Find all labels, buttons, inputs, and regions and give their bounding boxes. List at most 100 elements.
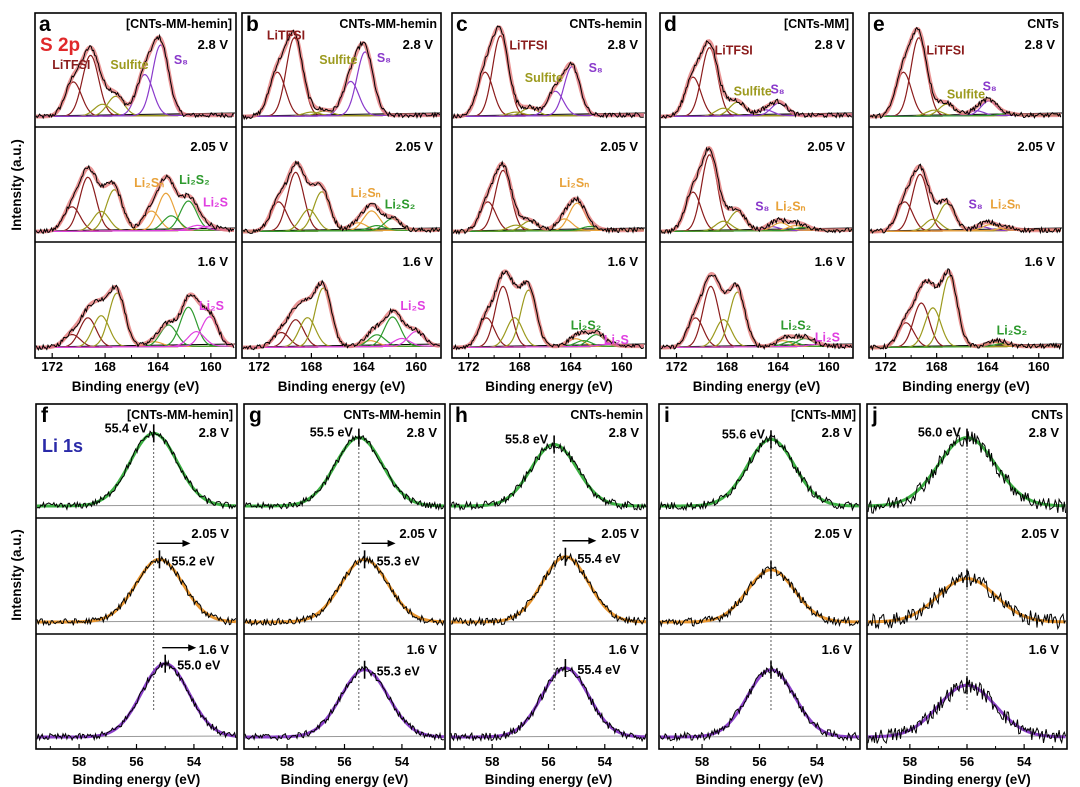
y-axis-label: Intensity (a.u.) <box>9 529 24 621</box>
fit-curve <box>868 436 1066 508</box>
voltage-label: 2.8 V <box>609 425 640 440</box>
x-tick-label: 164 <box>767 359 789 374</box>
voltage-label: 2.8 V <box>403 37 434 52</box>
x-tick-label: 56 <box>129 754 143 769</box>
fit-envelope <box>453 161 644 234</box>
peak-label-sulfite: Sulfite <box>110 58 148 72</box>
raw-spectrum <box>35 164 235 235</box>
sample-name: [CNTs-MM] <box>784 17 849 31</box>
x-tick-label: 172 <box>875 359 897 374</box>
peak-label-s8: S₈ <box>770 83 784 97</box>
raw-spectrum <box>660 146 853 235</box>
peak-position-label: 55.3 eV <box>377 665 421 679</box>
peak-label-li2s2: Li₂S₂ <box>179 173 210 187</box>
x-tick-label: 160 <box>611 359 633 374</box>
x-tick-label: 54 <box>395 754 410 769</box>
sample-name: CNTs-hemin <box>569 17 642 31</box>
core-level-label: Li 1s <box>42 436 83 456</box>
raw-spectrum <box>659 434 859 512</box>
sample-name: CNTs <box>1027 17 1059 31</box>
raw-spectrum <box>244 434 445 511</box>
x-tick-label: 168 <box>716 359 738 374</box>
peak-label-sulfite: Sulfite <box>947 88 985 102</box>
peak-label-li2s: Li₂S <box>815 330 840 344</box>
voltage-label: 1.6 V <box>608 254 639 269</box>
x-tick-label: 58 <box>485 754 499 769</box>
panel-letter: i <box>664 404 670 427</box>
x-tick-label: 164 <box>977 359 999 374</box>
panel-frame <box>659 12 854 359</box>
raw-spectrum <box>35 284 235 351</box>
fit-envelope <box>870 268 1061 350</box>
voltage-label: 2.05 V <box>814 526 852 541</box>
raw-spectrum <box>659 566 860 628</box>
x-tick-label: 172 <box>41 359 63 374</box>
panel-letter: a <box>39 13 51 36</box>
component-litfsi <box>36 81 234 118</box>
fit-envelope <box>661 145 852 234</box>
sample-name: [CNTs-MM-hemin] <box>127 408 233 422</box>
voltage-label: 2.8 V <box>815 37 846 52</box>
peak-label-li2s2: Li₂S₂ <box>571 319 602 333</box>
shift-arrowhead-icon <box>188 644 197 652</box>
peak-position-label: 55.5 eV <box>310 426 354 440</box>
voltage-label: 2.05 V <box>600 139 638 154</box>
peak-label-li2s2: Li₂S₂ <box>781 319 812 333</box>
x-tick-label: 160 <box>1028 359 1050 374</box>
peak-position-label: 55.4 eV <box>105 421 149 435</box>
shift-arrowhead-icon <box>387 539 396 547</box>
x-tick-label: 160 <box>200 359 222 374</box>
peak-position-label: 55.4 eV <box>577 663 621 677</box>
peak-label-li2s: Li₂S <box>199 299 224 313</box>
x-tick-label: 58 <box>695 754 709 769</box>
background-line <box>35 343 236 348</box>
x-tick-label: 168 <box>926 359 948 374</box>
component-li2s <box>243 330 440 349</box>
core-level-label: S 2p <box>40 35 80 56</box>
panel-letter: e <box>873 13 885 36</box>
voltage-label: 2.05 V <box>399 526 437 541</box>
fit-envelope <box>661 39 852 119</box>
raw-spectrum <box>869 268 1062 352</box>
x-axis-label: Binding energy (eV) <box>72 379 200 394</box>
peak-label-sulfite: Sulfite <box>734 85 772 99</box>
peak-label-s8: S₈ <box>377 51 391 65</box>
fit-curve <box>451 443 646 508</box>
voltage-label: 1.6 V <box>822 642 853 657</box>
x-tick-label: 160 <box>405 359 427 374</box>
voltage-label: 1.6 V <box>403 254 434 269</box>
x-axis-label: Binding energy (eV) <box>73 772 201 787</box>
panel-frame <box>451 12 647 359</box>
x-tick-label: 168 <box>509 359 531 374</box>
voltage-label: 1.6 V <box>609 642 640 657</box>
voltage-label: 1.6 V <box>198 254 229 269</box>
component-litfsi <box>453 169 644 233</box>
voltage-label: 2.8 V <box>198 37 229 52</box>
x-axis-label: Binding energy (eV) <box>485 379 613 394</box>
raw-spectrum <box>450 442 647 512</box>
panel-frame <box>449 403 648 750</box>
peak-label-litfsi: LiTFSI <box>926 43 964 57</box>
x-tick-label: 56 <box>752 754 766 769</box>
panel-letter: h <box>455 404 468 427</box>
x-tick-label: 172 <box>248 359 270 374</box>
component-li2s <box>36 316 235 349</box>
peak-label-li2sn: Li₂Sₙ <box>134 176 164 190</box>
x-tick-label: 54 <box>1017 754 1032 769</box>
sample-name: CNTs-hemin <box>570 408 643 422</box>
voltage-label: 2.8 V <box>407 425 438 440</box>
voltage-label: 1.6 V <box>199 642 230 657</box>
x-tick-label: 54 <box>810 754 825 769</box>
peak-label-litfsi: LiTFSI <box>509 39 547 53</box>
panel-letter: b <box>246 13 259 36</box>
peak-label-li2s2: Li₂S₂ <box>385 198 416 212</box>
x-tick-label: 164 <box>560 359 582 374</box>
peak-label-s8: S₈ <box>174 53 188 67</box>
shift-arrowhead-icon <box>182 539 191 547</box>
y-axis-label: Intensity (a.u.) <box>9 139 24 231</box>
fit-curve <box>37 557 237 624</box>
raw-spectrum <box>450 666 647 743</box>
panel-letter: d <box>664 13 677 36</box>
x-tick-label: 160 <box>818 359 840 374</box>
peak-label-li2s2: Li₂S₂ <box>997 323 1028 337</box>
